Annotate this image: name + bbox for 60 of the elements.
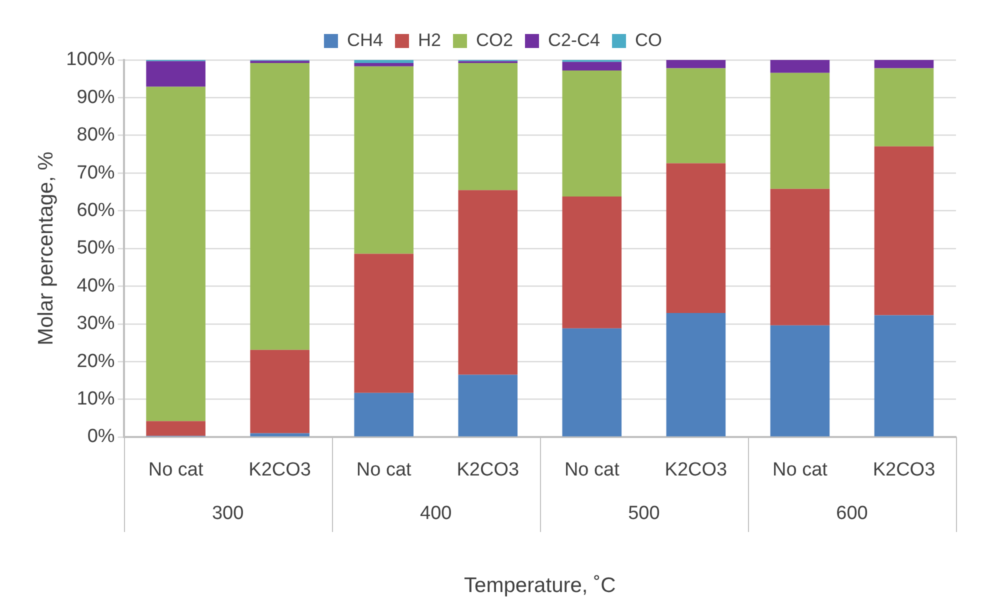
bar (770, 72, 830, 189)
bar (874, 60, 934, 68)
y-axis-title: Molar percentage, % (34, 152, 58, 346)
bar (146, 61, 206, 87)
y-tick-label: 50% (76, 238, 115, 259)
bar (250, 63, 310, 350)
x-tick-label: No cat (356, 460, 412, 481)
text: 400 (420, 503, 452, 524)
text: 500 (628, 503, 660, 524)
bar (354, 63, 414, 66)
legend-label: CO (635, 30, 662, 50)
y-tick-label: 0% (87, 426, 115, 448)
y-tick-label: 20% (76, 350, 115, 372)
text: 600 (836, 503, 868, 524)
x-tick-label: K2CO3 (872, 460, 936, 481)
x-tick-label: No cat (564, 460, 620, 481)
bar (562, 70, 622, 196)
text: 300 (212, 503, 244, 524)
y-tick-label: 40% (76, 275, 115, 296)
bar (146, 421, 206, 436)
y-tick-label: 60% (76, 200, 115, 222)
bar (354, 392, 414, 436)
x-tick-label: K2CO3 (248, 460, 311, 481)
bar (770, 60, 830, 73)
bar (562, 196, 622, 328)
y-tick-label: 90% (76, 86, 115, 108)
bar (146, 86, 206, 422)
bar (666, 68, 726, 164)
bar (250, 433, 310, 436)
bar (250, 350, 310, 434)
bar (770, 188, 830, 326)
bar (666, 312, 726, 436)
bar (562, 328, 622, 436)
y-tick-label: 80% (76, 124, 115, 146)
bar (458, 63, 518, 190)
legend-label: C2-C4 (548, 30, 600, 50)
x-tick-label: No cat (772, 460, 828, 481)
bar (770, 325, 830, 436)
legend-label: CH4 (346, 30, 383, 50)
bar (666, 60, 726, 68)
bar (874, 315, 934, 436)
y-tick-label: 70% (76, 162, 115, 184)
legend-label: CO2 (476, 30, 514, 50)
bar (874, 68, 934, 146)
bar (458, 374, 518, 436)
bar (354, 60, 414, 64)
bar (458, 190, 518, 375)
bar (666, 163, 726, 313)
bar (354, 254, 414, 393)
x-tick-label: No cat (148, 460, 204, 481)
bar (562, 62, 622, 71)
x-tick-label: K2CO3 (456, 460, 520, 481)
y-tick-label: 30% (76, 313, 115, 334)
bar (354, 66, 414, 254)
y-tick-label: 10% (76, 388, 115, 410)
y-tick-label: 100% (66, 49, 115, 70)
x-tick-label: K2CO3 (664, 460, 728, 481)
bar (874, 146, 934, 316)
x-axis-title: Temperature, ˚C (464, 574, 616, 598)
legend-label: H2 (418, 30, 442, 50)
